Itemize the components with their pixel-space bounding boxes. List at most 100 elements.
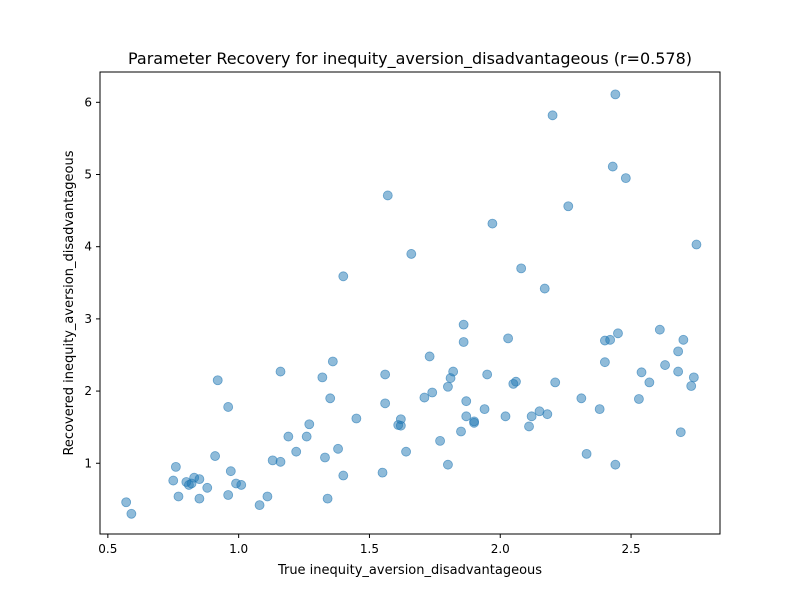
x-axis-label: True inequity_aversion_disadvantageous bbox=[277, 563, 542, 578]
data-point bbox=[304, 419, 315, 430]
data-point bbox=[380, 398, 391, 409]
data-point bbox=[599, 357, 610, 368]
data-point bbox=[500, 411, 511, 422]
chart-title: Parameter Recovery for inequity_aversion… bbox=[128, 49, 692, 69]
x-tick-label: 1.5 bbox=[360, 542, 379, 556]
data-point bbox=[225, 466, 236, 477]
plot-frame bbox=[99, 71, 721, 535]
data-point bbox=[479, 404, 490, 415]
data-point bbox=[419, 392, 430, 403]
data-point bbox=[613, 328, 623, 339]
data-point bbox=[547, 110, 558, 121]
data-point bbox=[210, 451, 221, 461]
data-point bbox=[550, 377, 561, 388]
data-point bbox=[170, 461, 181, 472]
data-point bbox=[382, 190, 393, 201]
data-point bbox=[301, 431, 312, 442]
data-point bbox=[526, 411, 537, 422]
data-point bbox=[223, 402, 234, 412]
y-tick-label: 3 bbox=[84, 312, 92, 326]
y-axis-ticks: 1 2 3 4 5 6 bbox=[84, 95, 100, 470]
x-tick-label: 0.5 bbox=[98, 542, 117, 556]
data-point bbox=[168, 475, 179, 486]
data-point bbox=[620, 173, 631, 184]
data-point bbox=[194, 474, 205, 485]
points-layer bbox=[121, 89, 702, 519]
data-point bbox=[262, 491, 273, 502]
data-point bbox=[487, 218, 498, 229]
data-point bbox=[275, 456, 286, 467]
data-point bbox=[607, 161, 618, 172]
data-point bbox=[539, 283, 550, 294]
y-tick-label: 6 bbox=[84, 95, 92, 109]
data-point bbox=[605, 334, 616, 345]
data-point bbox=[581, 448, 592, 459]
data-point bbox=[427, 387, 438, 398]
data-point bbox=[223, 490, 234, 500]
data-point bbox=[516, 263, 527, 274]
y-tick-label: 2 bbox=[84, 384, 92, 398]
data-point bbox=[173, 491, 184, 502]
data-point bbox=[654, 324, 665, 335]
data-point bbox=[351, 413, 362, 424]
data-point bbox=[461, 411, 472, 422]
data-point bbox=[275, 366, 286, 377]
data-point bbox=[461, 396, 472, 407]
data-point bbox=[469, 417, 479, 428]
data-point bbox=[327, 356, 338, 367]
data-point bbox=[675, 427, 686, 438]
data-point bbox=[503, 333, 514, 344]
data-point bbox=[254, 500, 265, 511]
data-point bbox=[448, 366, 459, 377]
x-tick-label: 1.0 bbox=[229, 542, 248, 556]
data-point bbox=[673, 346, 684, 357]
y-tick-label: 5 bbox=[84, 168, 92, 182]
x-axis-ticks: 0.5 1.0 1.5 2.0 2.5 bbox=[98, 534, 641, 556]
data-point bbox=[267, 455, 278, 466]
data-point bbox=[202, 482, 213, 493]
data-point bbox=[126, 508, 137, 519]
data-point bbox=[563, 201, 574, 212]
data-point bbox=[424, 351, 435, 362]
x-tick-label: 2.0 bbox=[491, 542, 510, 556]
data-point bbox=[283, 431, 294, 442]
data-point bbox=[121, 497, 132, 508]
data-point bbox=[524, 421, 534, 432]
data-point bbox=[458, 337, 469, 347]
data-point bbox=[377, 467, 388, 478]
data-point bbox=[320, 452, 330, 463]
data-point bbox=[291, 446, 302, 457]
data-point bbox=[401, 446, 411, 457]
data-point bbox=[610, 89, 621, 100]
data-point bbox=[610, 459, 621, 470]
data-point bbox=[322, 493, 333, 504]
data-point bbox=[511, 376, 521, 387]
data-point bbox=[338, 271, 349, 282]
data-point bbox=[380, 369, 391, 380]
data-point bbox=[660, 360, 670, 370]
data-point bbox=[542, 409, 553, 420]
data-point bbox=[673, 366, 684, 377]
data-point bbox=[576, 393, 587, 404]
x-tick-label: 2.5 bbox=[622, 542, 641, 556]
data-point bbox=[636, 367, 647, 378]
data-point bbox=[634, 394, 644, 404]
data-point bbox=[236, 480, 247, 490]
data-point bbox=[456, 426, 466, 437]
data-point bbox=[691, 239, 702, 250]
data-point bbox=[325, 393, 336, 404]
data-point bbox=[482, 369, 493, 380]
data-point bbox=[406, 249, 417, 259]
data-point bbox=[644, 377, 655, 388]
data-point bbox=[317, 372, 328, 383]
y-axis-label: Recovered inequity_aversion_disadvantage… bbox=[62, 150, 77, 455]
data-point bbox=[395, 414, 406, 425]
data-point bbox=[194, 493, 205, 504]
data-point bbox=[435, 435, 445, 446]
data-point bbox=[678, 334, 689, 345]
data-point bbox=[686, 381, 697, 391]
data-point bbox=[688, 372, 699, 383]
y-tick-label: 4 bbox=[84, 240, 92, 254]
